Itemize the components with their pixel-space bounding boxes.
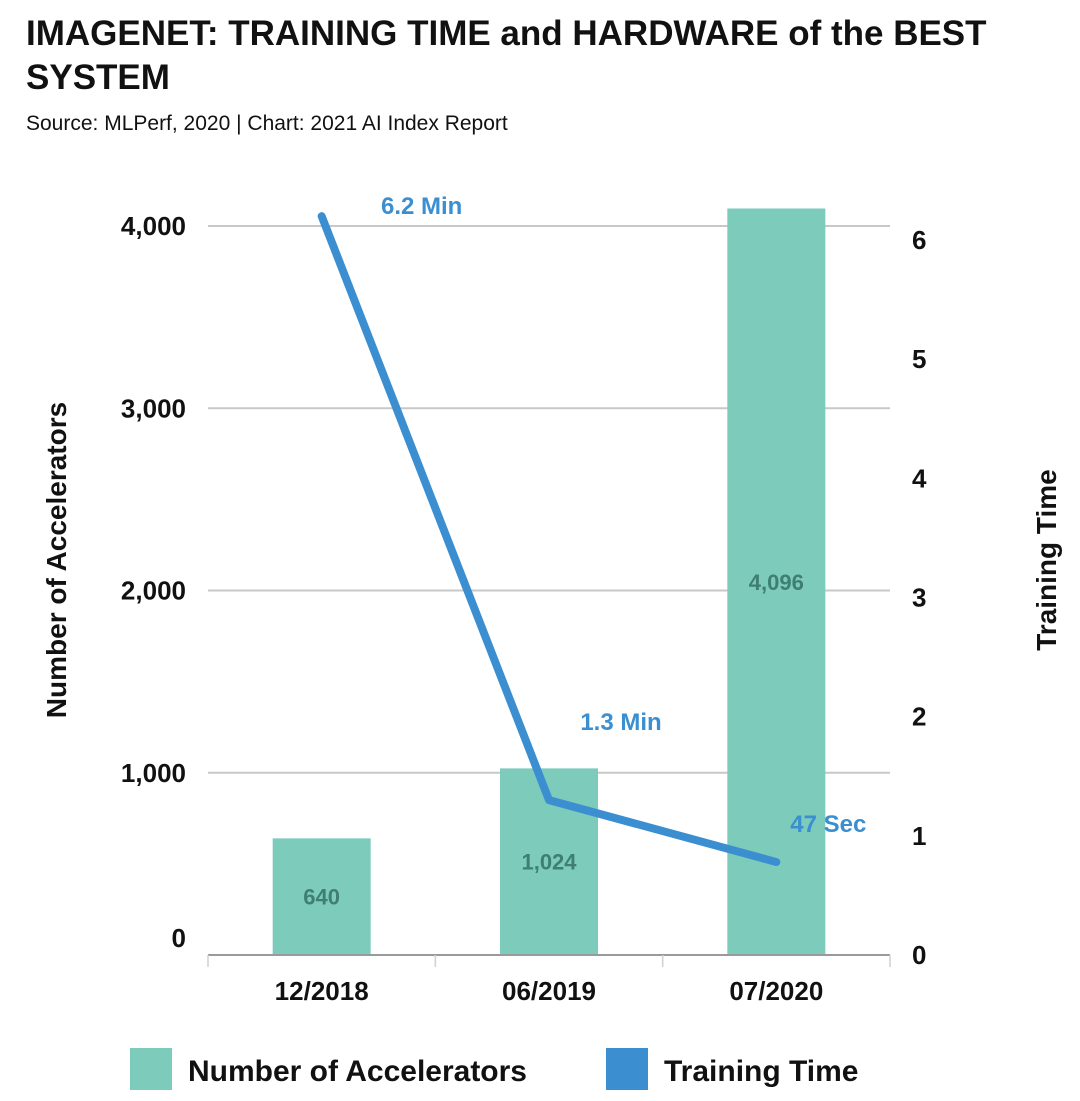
line-data-label: 47 Sec [790, 811, 866, 838]
y-axis-right-ticks: 0 1 2 3 4 5 6 [912, 225, 927, 970]
y-right-tick-label: 5 [912, 344, 926, 374]
y-left-tick-label: 3,000 [121, 393, 186, 423]
bar-series [272, 208, 826, 955]
bar [727, 208, 826, 955]
chart-title: IMAGENET: TRAINING TIME and HARDWARE of … [26, 14, 987, 97]
y-axis-right-title: Training Time [1031, 469, 1062, 651]
y-axis-left-ticks: 0 1,000 2,000 3,000 4,000 [121, 211, 186, 953]
x-axis-ticks: 12/2018 06/2019 07/2020 [275, 976, 824, 1006]
training-time-line [317, 212, 781, 867]
y-right-tick-label: 4 [912, 463, 927, 493]
x-tick-label: 12/2018 [275, 976, 369, 1006]
y-left-tick-label: 2,000 [121, 576, 186, 606]
y-right-tick-label: 2 [912, 702, 926, 732]
line-series [317, 212, 781, 867]
line-data-label: 6.2 Min [381, 193, 462, 220]
y-right-tick-label: 0 [912, 940, 926, 970]
bar-data-label: 4,096 [749, 570, 804, 595]
y-right-tick-label: 6 [912, 225, 926, 255]
bar-data-label: 640 [303, 885, 340, 910]
x-tick-label: 07/2020 [729, 976, 823, 1006]
y-axis-left-title: Number of Accelerators [41, 402, 72, 718]
bar [272, 838, 371, 955]
x-tick-label: 06/2019 [502, 976, 596, 1006]
y-left-tick-label: 4,000 [121, 211, 186, 241]
x-axis [207, 954, 891, 967]
bar-labels: 640 1,024 4,096 [303, 570, 804, 910]
legend-label: Number of Accelerators [188, 1055, 527, 1088]
legend-label: Training Time [664, 1055, 859, 1088]
legend-swatch [130, 1048, 172, 1090]
y-left-tick-label: 1,000 [121, 758, 186, 788]
legend: Number of Accelerators Training Time [130, 1048, 859, 1090]
y-left-tick-label: 0 [172, 923, 186, 953]
y-right-tick-label: 3 [912, 583, 926, 613]
chart-source: Source: MLPerf, 2020 | Chart: 2021 AI In… [26, 112, 508, 135]
line-data-label: 1.3 Min [580, 709, 661, 736]
legend-swatch [606, 1048, 648, 1090]
line-labels: 6.2 Min 1.3 Min 47 Sec [381, 193, 866, 838]
bar-data-label: 1,024 [521, 850, 577, 875]
y-right-tick-label: 1 [912, 821, 926, 851]
